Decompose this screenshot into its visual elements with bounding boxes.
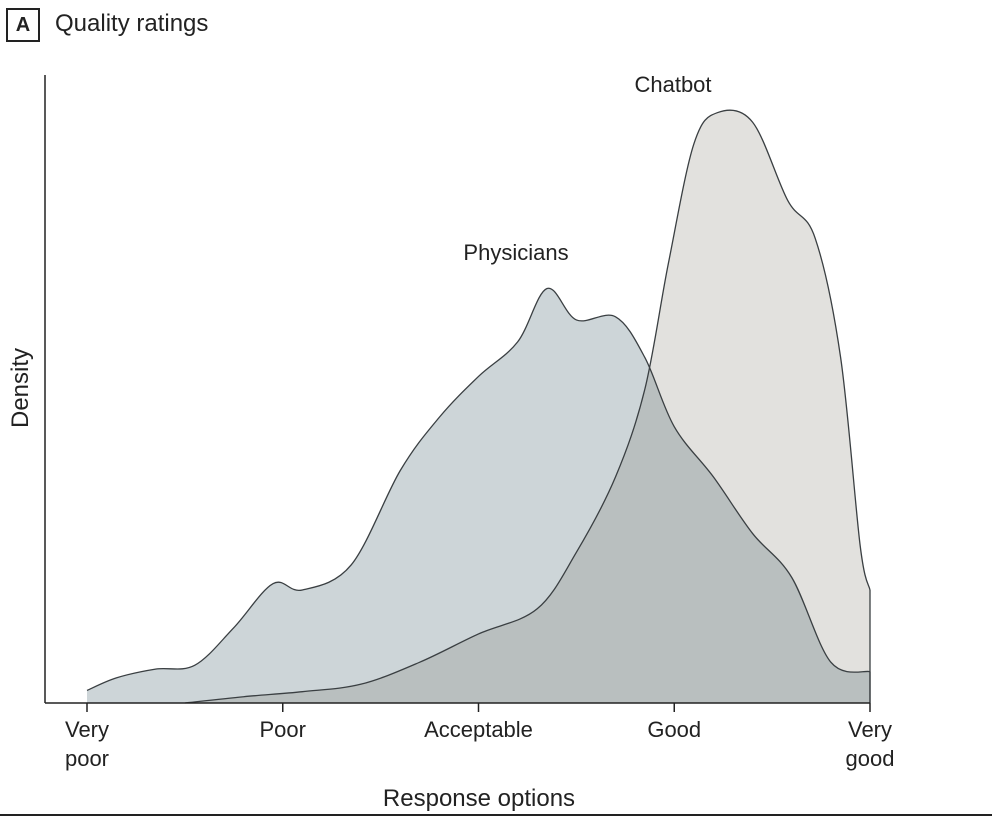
x-tick-label: Good <box>647 717 701 742</box>
panel-letter-badge: A <box>6 8 40 42</box>
x-tick-label: Very poor <box>65 717 109 771</box>
bottom-rule <box>0 814 992 816</box>
series-label-chatbot: Chatbot <box>634 72 711 97</box>
curve-chatbot <box>184 109 871 704</box>
series-label-physicians: Physicians <box>463 240 568 265</box>
x-axis-label: Response options <box>383 785 575 812</box>
x-tick-label: Very good <box>846 717 895 771</box>
area-overlap <box>184 288 870 703</box>
x-tick-label: Acceptable <box>424 717 533 742</box>
panel-title: Quality ratings <box>55 10 209 37</box>
x-tick-label: Poor <box>260 717 306 742</box>
y-axis-label: Density <box>7 348 34 428</box>
curve-physicians <box>86 287 871 692</box>
